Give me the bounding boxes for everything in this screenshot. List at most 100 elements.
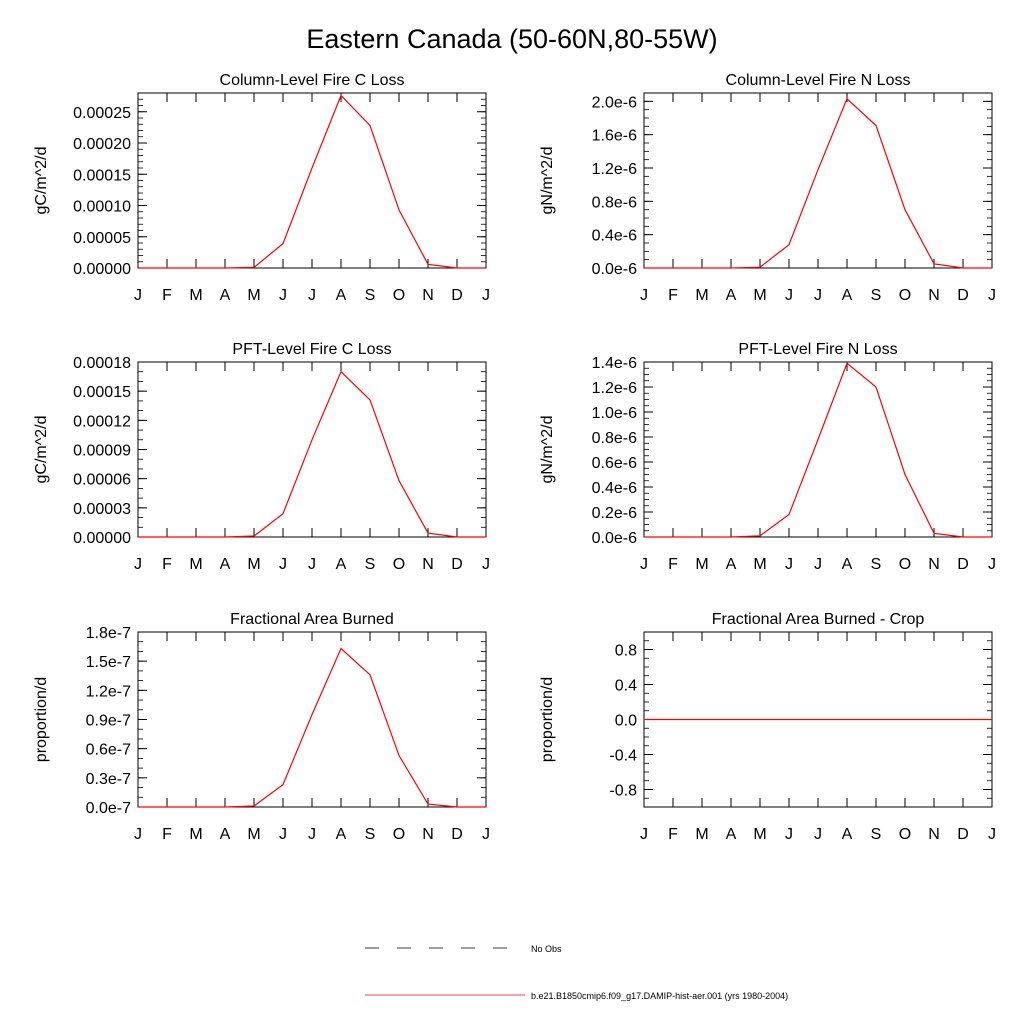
y-tick-label: 1.2e-6 [592, 161, 637, 178]
x-tick-label: M [247, 287, 260, 304]
x-tick-label: D [957, 287, 969, 304]
x-tick-label: F [668, 826, 678, 843]
x-tick-label: M [695, 287, 708, 304]
panels: Column-Level Fire C Loss gC/m^2/d 0.00000 0… [33, 72, 996, 843]
x-tick-label: D [957, 556, 969, 573]
x-tick-label: J [482, 287, 490, 304]
series-line [644, 97, 992, 269]
x-tick-label: O [899, 556, 911, 573]
y-tick-label: 1.8e-7 [86, 625, 131, 642]
chart-panel-1: Column-Level Fire C Loss gC/m^2/d 0.00000 0… [33, 72, 490, 304]
x-tick-label: J [785, 556, 793, 573]
y-tick-label: 0.00025 [73, 105, 131, 122]
x-tick-label: S [365, 287, 376, 304]
x-tick-label: A [220, 287, 231, 304]
x-tick-label: A [842, 826, 853, 843]
plot-frame [643, 92, 993, 269]
x-tick-label: M [247, 826, 260, 843]
y-tick-label: 0.3e-7 [86, 771, 131, 788]
x-tick-label: D [451, 826, 463, 843]
x-tick-label: A [336, 287, 347, 304]
x-tick-label: O [393, 287, 405, 304]
y-tick-label: 0.00000 [73, 530, 131, 547]
y-axis-label: gN/m^2/d [539, 147, 556, 215]
x-tick-label: J [640, 556, 648, 573]
x-tick-label: F [668, 287, 678, 304]
x-tick-label: J [814, 826, 822, 843]
x-tick-label: M [753, 556, 766, 573]
y-tick-label: 0.6e-6 [592, 455, 637, 472]
x-tick-label: A [726, 556, 737, 573]
x-tick-label: F [162, 556, 172, 573]
x-tick-label: D [451, 287, 463, 304]
y-tick-label: 0.2e-6 [592, 505, 637, 522]
x-tick-label: A [726, 826, 737, 843]
x-tick-label: O [393, 826, 405, 843]
x-tick-label: S [365, 826, 376, 843]
y-tick-label: 0.8 [615, 643, 637, 660]
x-tick-label: J [988, 826, 996, 843]
x-tick-label: A [336, 826, 347, 843]
panel-title: PFT-Level Fire N Loss [738, 341, 897, 358]
x-tick-label: N [422, 826, 434, 843]
chart-panel-5: Fractional Area Burned proportion/d 0.0e-7… [33, 611, 490, 843]
y-tick-label: 0.6e-7 [86, 742, 131, 759]
x-tick-label: F [162, 287, 172, 304]
chart-panel-4: PFT-Level Fire N Loss gN/m^2/d 0.0e-6 0.2e-… [539, 341, 996, 573]
y-tick-label: 0.4 [615, 678, 637, 695]
x-tick-label: J [814, 287, 822, 304]
y-tick-label: 0.8e-6 [592, 194, 637, 211]
x-tick-label: J [785, 826, 793, 843]
x-tick-label: A [336, 556, 347, 573]
x-tick-label: M [695, 556, 708, 573]
x-tick-label: N [928, 556, 940, 573]
legend-model-label: b.e21.B1850cmip6.f09_g17.DAMIP-hist-aer.… [531, 991, 788, 1001]
plot-frame [137, 92, 487, 269]
x-tick-label: J [988, 556, 996, 573]
y-axis-label: proportion/d [539, 677, 556, 762]
x-tick-label: A [220, 556, 231, 573]
y-axis-label: gC/m^2/d [33, 416, 50, 484]
x-tick-label: M [753, 826, 766, 843]
y-tick-label: 0.00010 [73, 199, 131, 216]
x-tick-label: J [482, 826, 490, 843]
y-tick-label: 0.00006 [73, 472, 131, 489]
y-tick-label: 1.4e-6 [592, 355, 637, 372]
x-tick-label: J [308, 287, 316, 304]
x-tick-label: N [422, 556, 434, 573]
x-tick-label: J [279, 287, 287, 304]
legend-no-obs-label: No Obs [531, 944, 562, 954]
series-line [644, 362, 992, 538]
x-tick-label: J [308, 826, 316, 843]
y-tick-label: 1.5e-7 [86, 654, 131, 671]
y-tick-label: 0.8e-6 [592, 430, 637, 447]
x-tick-label: J [640, 826, 648, 843]
series-line [138, 370, 486, 538]
chart-panel-2: Column-Level Fire N Loss gN/m^2/d 0.0e-6 0.… [539, 72, 996, 304]
y-tick-label: 0.00003 [73, 501, 131, 518]
panel-title: PFT-Level Fire C Loss [232, 341, 391, 358]
y-axis-label: gC/m^2/d [33, 147, 50, 215]
x-tick-label: M [189, 556, 202, 573]
panel-title: Column-Level Fire N Loss [726, 72, 911, 89]
y-tick-label: 0.0e-7 [86, 800, 131, 817]
y-axis-label: gN/m^2/d [539, 416, 556, 484]
x-tick-label: D [451, 556, 463, 573]
x-tick-label: S [871, 826, 882, 843]
y-tick-label: 0.0e-6 [592, 530, 637, 547]
y-tick-label: 0.00000 [73, 261, 131, 278]
chart-panel-6: Fractional Area Burned - Crop proportion/… [539, 611, 996, 843]
x-tick-label: J [134, 287, 142, 304]
x-tick-label: O [393, 556, 405, 573]
y-tick-label: 2.0e-6 [592, 94, 637, 111]
x-tick-label: N [422, 287, 434, 304]
x-tick-label: M [753, 287, 766, 304]
y-tick-label: 0.00005 [73, 230, 131, 247]
plot-frame [137, 631, 487, 808]
x-tick-label: J [308, 556, 316, 573]
y-tick-label: 0.0 [615, 713, 637, 730]
x-tick-label: J [988, 287, 996, 304]
x-tick-label: N [928, 287, 940, 304]
x-tick-label: O [899, 287, 911, 304]
